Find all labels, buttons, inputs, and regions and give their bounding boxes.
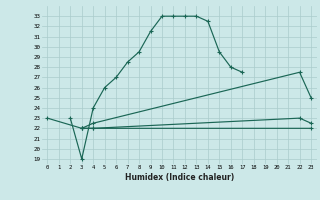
X-axis label: Humidex (Indice chaleur): Humidex (Indice chaleur)	[124, 173, 234, 182]
